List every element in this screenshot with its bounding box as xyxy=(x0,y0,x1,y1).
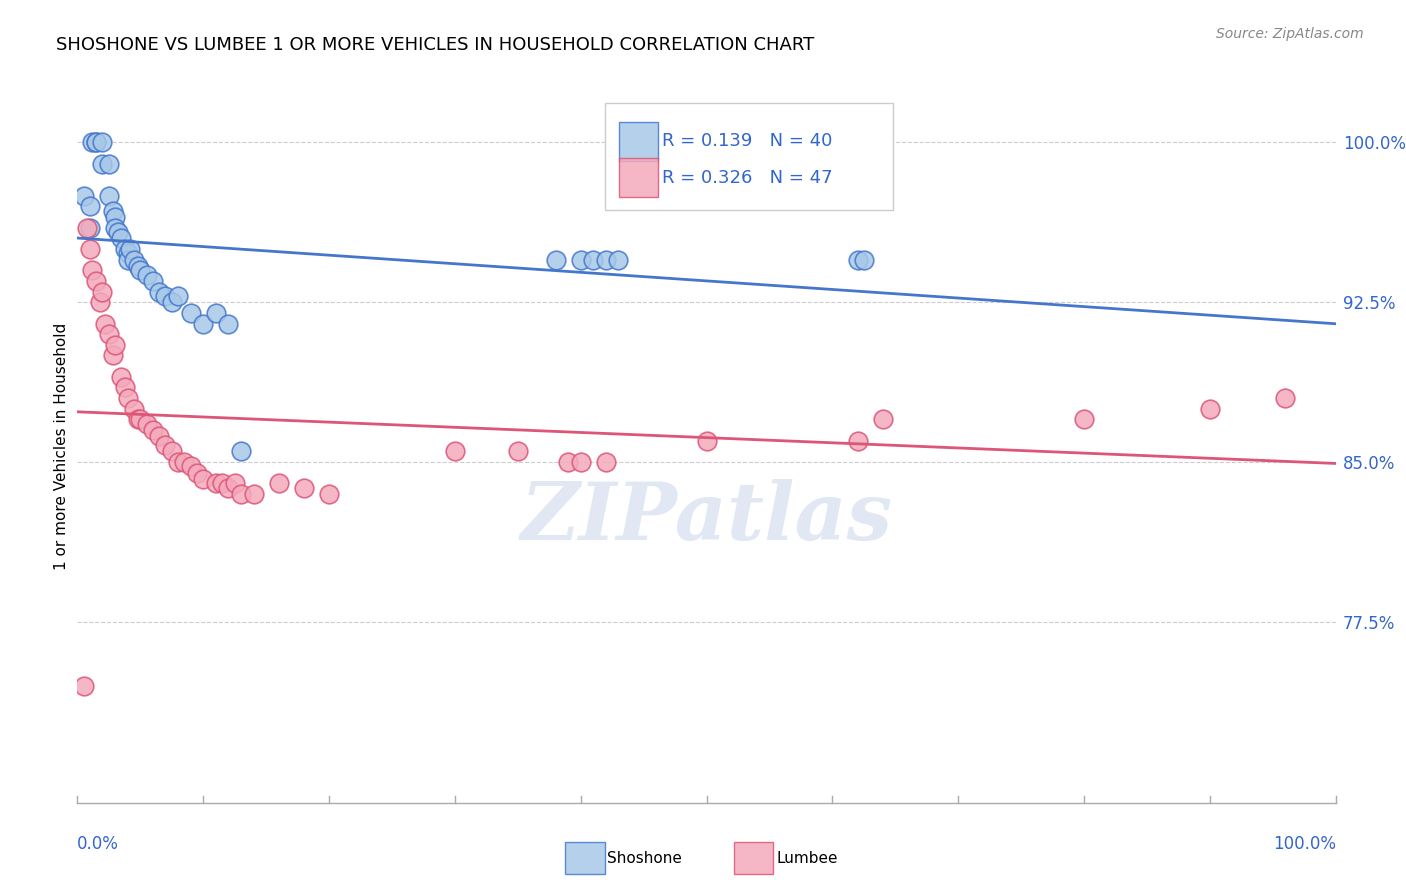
Point xyxy=(127,259,149,273)
Point xyxy=(173,455,195,469)
Point xyxy=(217,317,239,331)
Point xyxy=(167,289,190,303)
Point xyxy=(1073,412,1095,426)
Point xyxy=(292,481,315,495)
Point xyxy=(180,306,202,320)
Point xyxy=(84,136,107,150)
Text: Source: ZipAtlas.com: Source: ZipAtlas.com xyxy=(1216,27,1364,41)
Text: R = 0.139   N = 40: R = 0.139 N = 40 xyxy=(662,132,832,151)
Point xyxy=(101,203,124,218)
Point xyxy=(242,487,264,501)
Point xyxy=(544,252,567,267)
Point xyxy=(160,444,183,458)
Point xyxy=(127,412,149,426)
Point xyxy=(79,199,101,213)
Point xyxy=(82,263,104,277)
Point xyxy=(569,252,592,267)
Point xyxy=(101,349,124,363)
Point xyxy=(167,455,190,469)
Point xyxy=(117,391,139,405)
Point xyxy=(129,263,152,277)
Point xyxy=(595,252,617,267)
Point xyxy=(595,455,617,469)
Point xyxy=(204,306,226,320)
Point xyxy=(582,252,605,267)
Point xyxy=(120,242,142,256)
Point xyxy=(160,295,183,310)
Point xyxy=(84,274,107,288)
Point xyxy=(267,476,290,491)
Point xyxy=(846,252,869,267)
Point xyxy=(557,455,579,469)
Point xyxy=(91,136,114,150)
Text: R = 0.326   N = 47: R = 0.326 N = 47 xyxy=(662,169,832,186)
Point xyxy=(148,429,170,443)
Point xyxy=(94,317,117,331)
Point xyxy=(72,188,94,202)
Point xyxy=(444,444,467,458)
Point xyxy=(110,231,132,245)
Point xyxy=(117,246,139,260)
Point xyxy=(852,252,875,267)
Point xyxy=(191,472,215,486)
Point xyxy=(1199,401,1222,416)
Point xyxy=(180,459,202,474)
Point xyxy=(229,487,252,501)
Point xyxy=(142,423,165,437)
Point xyxy=(76,220,98,235)
Point xyxy=(91,157,114,171)
Point xyxy=(211,476,233,491)
Point xyxy=(97,327,120,342)
Point xyxy=(696,434,718,448)
Point xyxy=(142,274,165,288)
Point xyxy=(506,444,529,458)
Point xyxy=(318,487,340,501)
Point xyxy=(104,338,127,352)
Point xyxy=(148,285,170,299)
Text: Lumbee: Lumbee xyxy=(776,851,838,865)
Point xyxy=(569,455,592,469)
Point xyxy=(135,417,157,431)
Point xyxy=(91,285,114,299)
Point xyxy=(110,369,132,384)
Point xyxy=(607,252,630,267)
Point xyxy=(122,252,145,267)
Point xyxy=(155,438,177,452)
Point xyxy=(135,268,157,282)
Point xyxy=(204,476,226,491)
Point xyxy=(79,220,101,235)
Y-axis label: 1 or more Vehicles in Household: 1 or more Vehicles in Household xyxy=(53,322,69,570)
Point xyxy=(1274,391,1296,405)
Point xyxy=(107,225,129,239)
Point xyxy=(72,679,94,693)
Text: 0.0%: 0.0% xyxy=(77,835,120,853)
Point xyxy=(114,380,136,394)
Text: ZIPatlas: ZIPatlas xyxy=(520,479,893,556)
Point xyxy=(217,481,239,495)
Text: Shoshone: Shoshone xyxy=(607,851,682,865)
Point xyxy=(82,136,104,150)
Point xyxy=(155,289,177,303)
Point xyxy=(191,317,215,331)
Point xyxy=(84,136,107,150)
Point xyxy=(186,466,208,480)
Point xyxy=(97,157,120,171)
Point xyxy=(224,476,246,491)
Point xyxy=(79,242,101,256)
Point xyxy=(229,444,252,458)
Point xyxy=(129,412,152,426)
Point xyxy=(117,252,139,267)
Point xyxy=(97,188,120,202)
Point xyxy=(104,210,127,224)
Point xyxy=(872,412,894,426)
Point xyxy=(89,295,111,310)
Point xyxy=(104,220,127,235)
Point xyxy=(122,401,145,416)
Point xyxy=(846,434,869,448)
Point xyxy=(114,242,136,256)
Text: 100.0%: 100.0% xyxy=(1272,835,1336,853)
Text: SHOSHONE VS LUMBEE 1 OR MORE VEHICLES IN HOUSEHOLD CORRELATION CHART: SHOSHONE VS LUMBEE 1 OR MORE VEHICLES IN… xyxy=(56,36,814,54)
